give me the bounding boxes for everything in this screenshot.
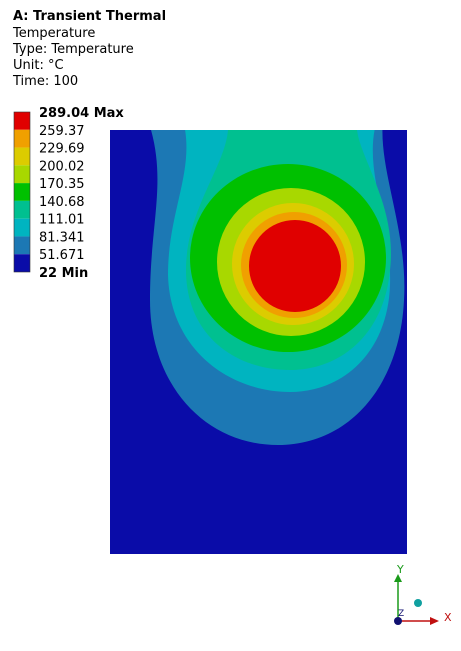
- arrow: [430, 617, 439, 625]
- legend-label: 81.341: [39, 230, 85, 245]
- axis-label: Z: [398, 609, 404, 619]
- legend-label: 170.35: [39, 177, 85, 192]
- axis-triad: Y X Z: [394, 563, 452, 625]
- legend-border: [13, 111, 31, 273]
- legend-swatch: [14, 165, 30, 184]
- contour-band: [249, 220, 341, 312]
- legend-swatch: [14, 254, 30, 272]
- legend-swatch: [14, 218, 30, 237]
- legend-swatch: [14, 183, 30, 201]
- contours: [110, 130, 407, 554]
- info-line: Temperature: [12, 26, 95, 41]
- legend-swatch: [14, 129, 30, 148]
- legend-swatch: [14, 147, 30, 166]
- legend-label: 259.37: [39, 124, 85, 139]
- legend: 289.04 Max 259.37 229.69 200.02 170.35 140.68…: [13, 106, 124, 281]
- arrow: [394, 574, 402, 582]
- legend-label: 51.671: [39, 248, 85, 263]
- axis-label: Y: [396, 563, 404, 576]
- legend-label: 140.68: [39, 195, 85, 210]
- legend-swatch: [14, 200, 30, 219]
- view-ball: [414, 599, 422, 607]
- contour-plot: [110, 130, 407, 554]
- axis-label: X: [444, 611, 452, 624]
- info-line: Time: 100: [12, 74, 78, 89]
- legend-label: 111.01: [39, 213, 85, 228]
- legend-swatch: [14, 112, 30, 130]
- legend-label: 289.04 Max: [39, 106, 124, 121]
- info-line: Type: Temperature: [12, 42, 134, 57]
- title: A: Transient Thermal: [13, 9, 166, 24]
- z-axis: [394, 617, 402, 625]
- legend-swatch: [14, 236, 30, 255]
- legend-label: 22 Min: [39, 266, 88, 281]
- legend-label: 200.02: [39, 159, 85, 174]
- legend-label: 229.69: [39, 142, 85, 157]
- info-line: Unit: °C: [13, 58, 64, 73]
